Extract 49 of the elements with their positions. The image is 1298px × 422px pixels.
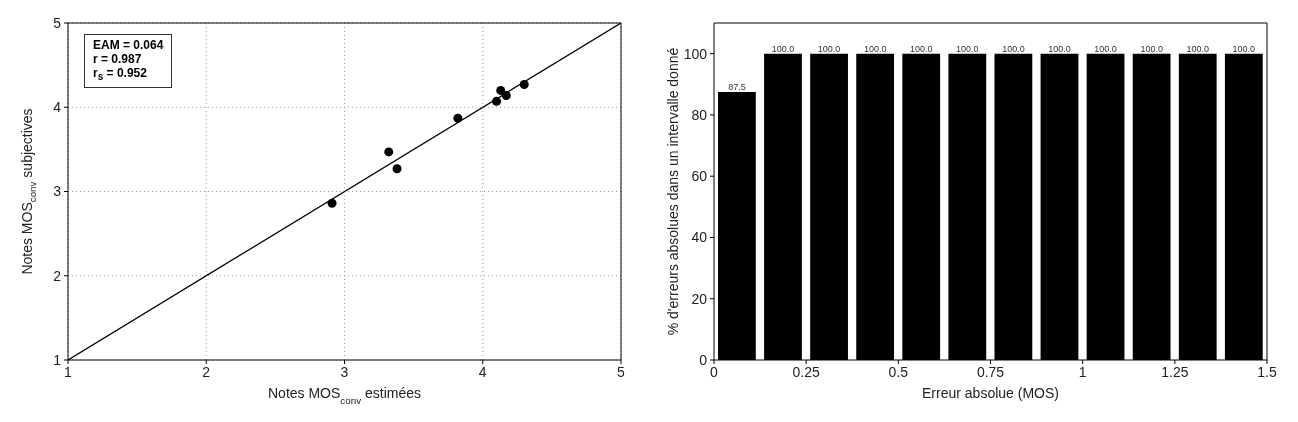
annotation: EAM = 0.064 <box>93 38 164 52</box>
y-tick-label: 2 <box>53 267 62 284</box>
y-tick-label: 20 <box>691 290 708 307</box>
x-tick-label: 3 <box>340 363 349 380</box>
y-tick-label: 100 <box>683 45 708 62</box>
y-tick-label: 1 <box>53 351 62 368</box>
data-label: 100.0 <box>1140 43 1163 54</box>
x-tick-label: 1 <box>64 363 73 380</box>
data-label: 100.0 <box>909 43 933 54</box>
x-tick-label: 5 <box>617 363 626 380</box>
point <box>519 80 529 89</box>
x-tick-label: 2 <box>202 363 211 380</box>
data-label: 100.0 <box>771 43 795 54</box>
x-axis-title: Erreur absolue (MOS) <box>922 385 1059 401</box>
point <box>392 164 402 174</box>
x-tick-label: 0.75 <box>976 363 1005 380</box>
point <box>501 90 511 100</box>
data-label: 100.0 <box>1048 43 1071 54</box>
annotation: r$_{s}$ = 0.952 <box>93 66 148 85</box>
y-axis-title: % d'erreurs absolues dans un intervalle donné <box>664 47 681 336</box>
x-tick-label: 0.25 <box>792 363 820 380</box>
point <box>327 198 337 208</box>
data-label: 100.0 <box>956 43 979 54</box>
y-tick-label: 4 <box>53 99 62 116</box>
data-label: 100.0 <box>1232 43 1256 54</box>
y-tick-label: 60 <box>691 168 708 185</box>
y-tick-label: 5 <box>53 14 62 31</box>
x-tick-label: 4 <box>478 363 487 380</box>
point <box>492 96 502 106</box>
point <box>496 85 506 95</box>
data-label: 100.0 <box>817 43 841 54</box>
y-tick-label: 40 <box>691 229 708 246</box>
x-tick-label: 1.25 <box>1161 363 1189 380</box>
data-label: 87.5 <box>728 81 746 92</box>
y-tick-label: 0 <box>699 351 708 368</box>
data-label: 100.0 <box>1186 43 1209 54</box>
annotation: r = 0.987 <box>93 52 143 66</box>
x-tick-label: 1.5 <box>1257 363 1277 380</box>
data-label: 100.0 <box>863 43 887 54</box>
point <box>453 113 463 123</box>
data-label: 100.0 <box>1094 43 1117 54</box>
x-axis-title: Notes MOS$_{conv}$ estimées <box>268 385 421 406</box>
point <box>384 147 394 157</box>
y-tick-label: 3 <box>53 183 62 200</box>
y-tick-label: 80 <box>691 106 708 123</box>
data-label: 100.0 <box>1002 43 1025 54</box>
x-tick-label: 0 <box>710 363 719 380</box>
x-tick-label: 1 <box>1078 363 1087 380</box>
x-tick-label: 0.5 <box>888 363 909 380</box>
